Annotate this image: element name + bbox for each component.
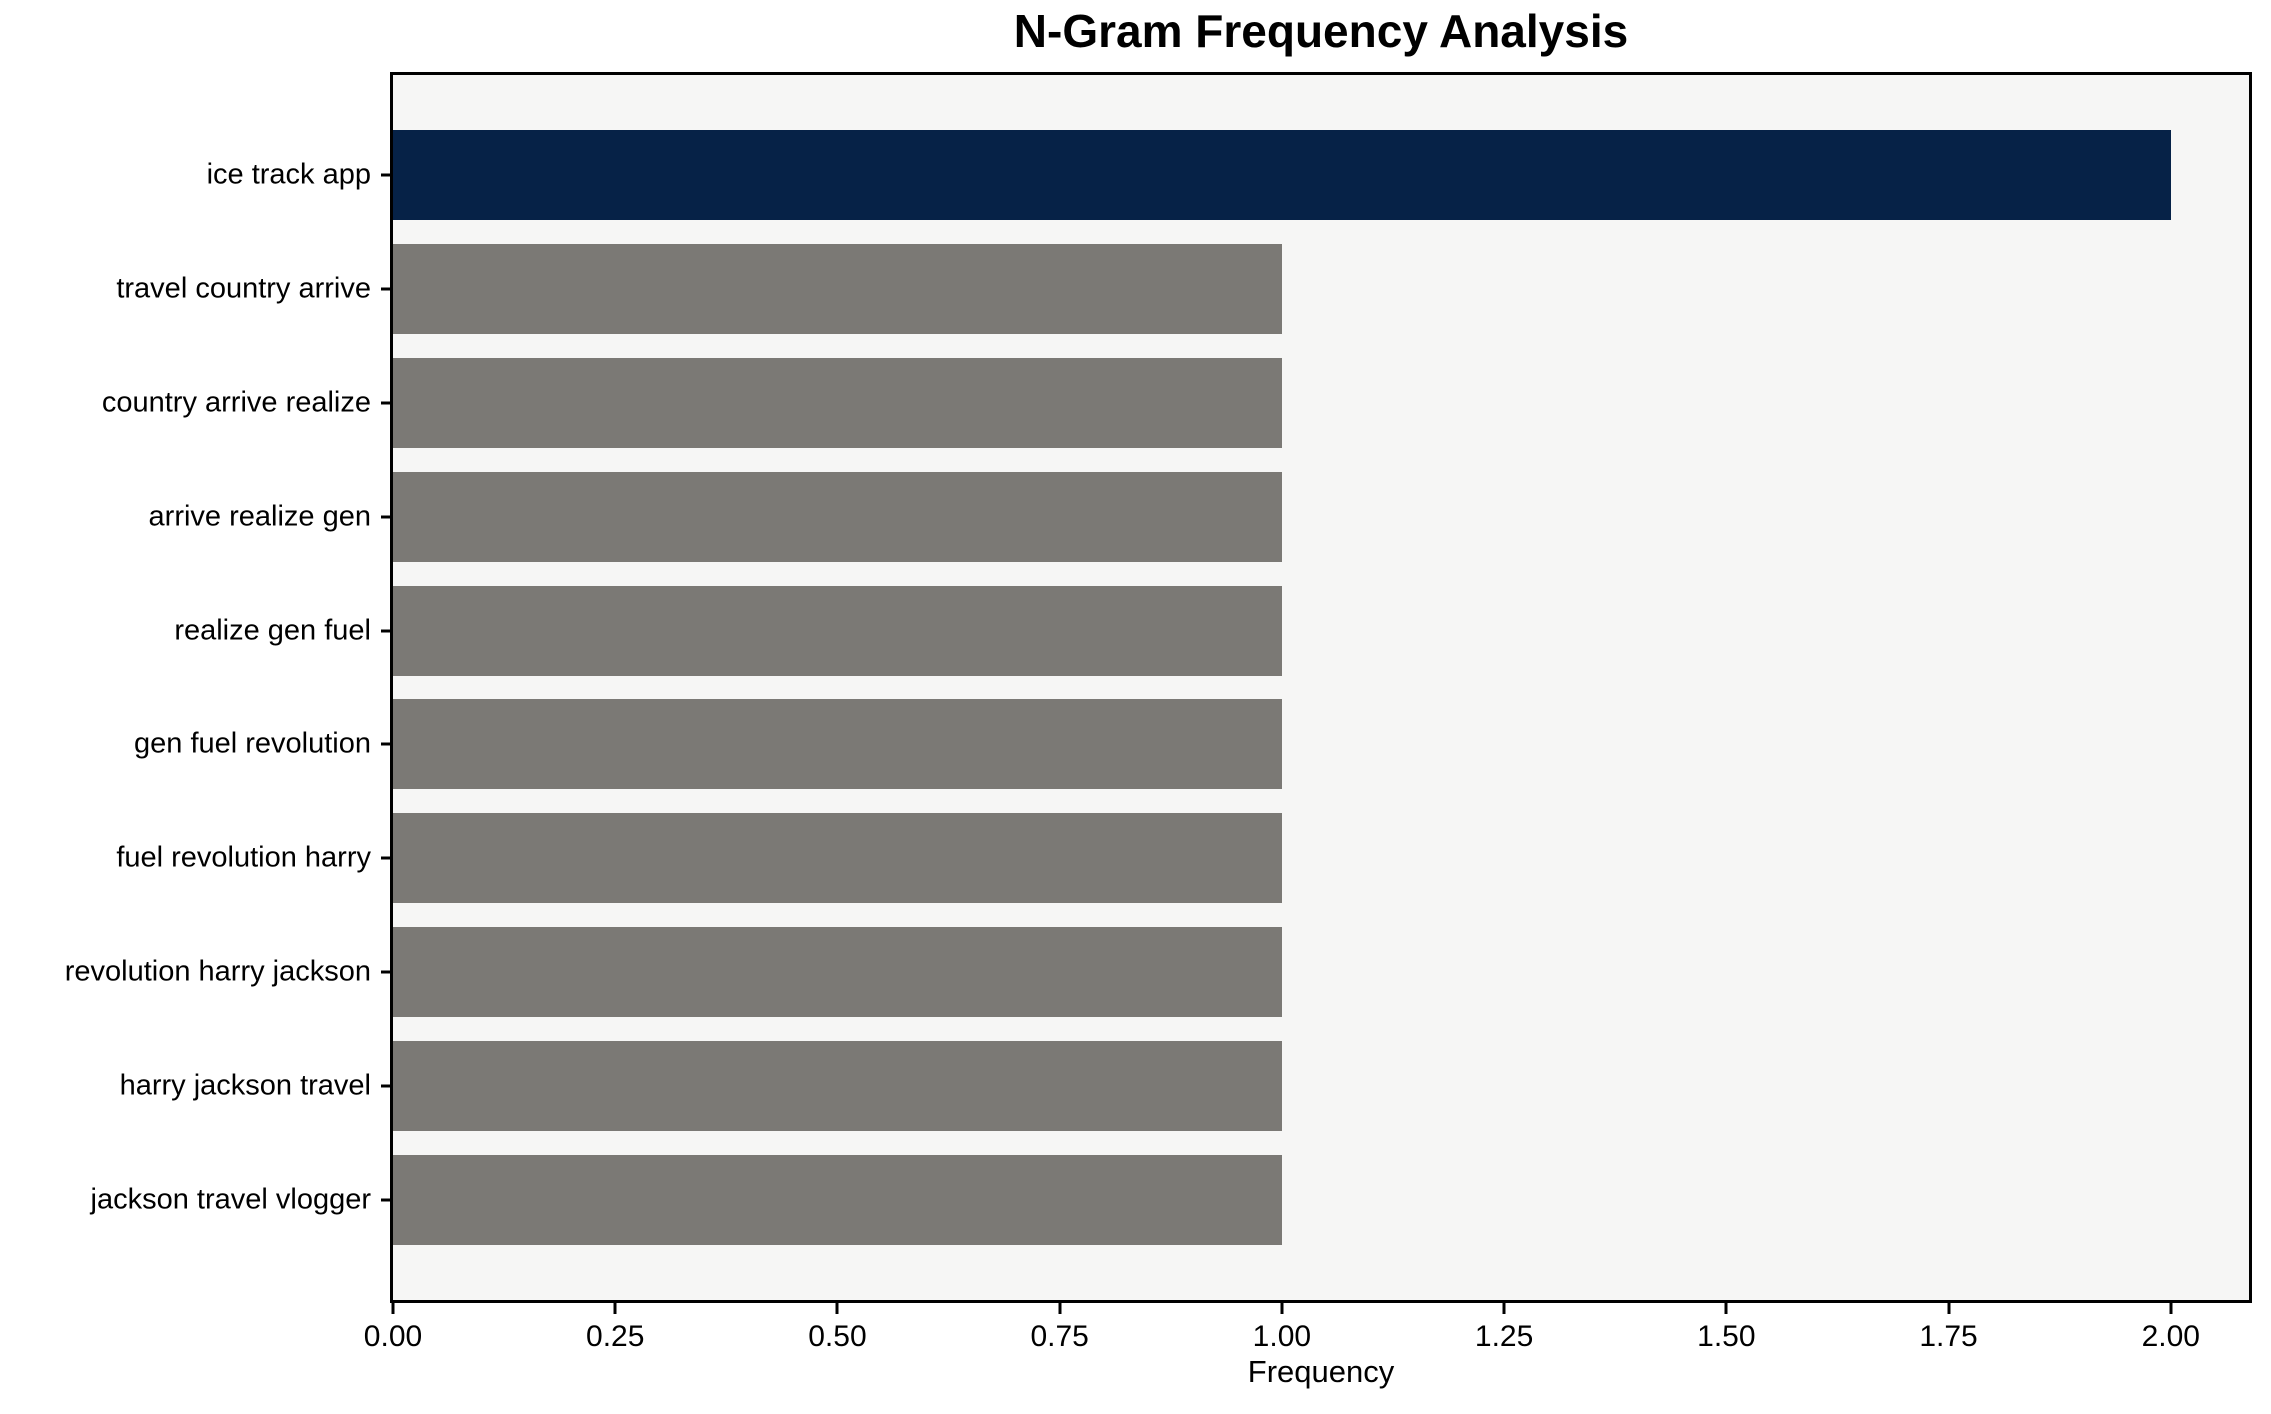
x-tick-mark	[2169, 1300, 2173, 1314]
y-tick-label: harry jackson travel	[119, 1069, 371, 1102]
bar-row: gen fuel revolution	[134, 699, 2249, 790]
x-tick-label: 0.50	[808, 1320, 867, 1353]
y-tick-label: arrive realize gen	[148, 500, 371, 533]
y-tick-mark	[381, 515, 393, 519]
bar	[393, 130, 2171, 220]
y-tick-label: travel country arrive	[116, 272, 371, 305]
x-tick-label: 1.50	[1697, 1320, 1756, 1353]
bar-row: country arrive realize	[102, 357, 2249, 448]
bar	[393, 1041, 1282, 1131]
bar-row: jackson travel vlogger	[91, 1154, 2249, 1245]
y-tick-mark	[381, 856, 393, 860]
chart-title: N-Gram Frequency Analysis	[1013, 5, 1629, 57]
y-tick-mark	[381, 1198, 393, 1202]
bar	[393, 1154, 1282, 1245]
bar-row: realize gen fuel	[174, 585, 2249, 676]
bar	[393, 699, 1282, 790]
bars-layer: ice track app travel country arrive countr…	[65, 75, 2249, 1300]
x-axis-label: Frequency	[1247, 1354, 1395, 1389]
x-tick-label: 2.00	[2141, 1320, 2200, 1353]
y-tick-mark	[381, 970, 393, 974]
x-tick-mark	[1280, 1300, 1284, 1314]
x-tick-label: 0.00	[363, 1320, 423, 1353]
y-tick-mark	[381, 401, 393, 405]
y-tick-label: jackson travel vlogger	[90, 1183, 371, 1216]
bar-row: ice track app	[207, 130, 2249, 220]
x-tick-label: 0.75	[1030, 1320, 1089, 1353]
y-tick-label: revolution harry jackson	[64, 955, 371, 988]
x-tick-mark	[1058, 1300, 1062, 1314]
x-tick-mark	[613, 1300, 617, 1314]
bar-row: arrive realize gen	[149, 471, 2249, 562]
bar	[393, 813, 1282, 904]
y-tick-label: country arrive realize	[101, 386, 371, 419]
x-tick-mark	[1724, 1300, 1728, 1314]
y-tick-mark	[381, 629, 393, 632]
x-tick-mark	[1947, 1300, 1951, 1314]
y-tick-mark	[381, 287, 393, 291]
bar	[393, 357, 1282, 448]
x-tick-mark	[1502, 1300, 1506, 1314]
bar-row: fuel revolution harry	[116, 813, 2249, 904]
bar	[393, 243, 1282, 334]
x-tick-mark	[391, 1300, 395, 1314]
y-tick-label: fuel revolution harry	[116, 841, 371, 874]
x-tick-label: 1.75	[1919, 1320, 1978, 1353]
bar-row: travel country arrive	[116, 243, 2249, 334]
y-tick-mark	[381, 742, 393, 746]
y-tick-label: ice track app	[206, 158, 371, 191]
y-tick-mark	[381, 173, 393, 177]
bar	[393, 471, 1282, 562]
bar	[393, 927, 1282, 1018]
y-tick-label: gen fuel revolution	[134, 727, 371, 760]
x-tick-label: 0.25	[586, 1320, 645, 1353]
x-tick-mark	[835, 1300, 839, 1314]
bar-row: revolution harry jackson	[65, 927, 2249, 1018]
plot-area: ice track app travel country arrive countr…	[65, 72, 2252, 1352]
bar	[393, 585, 1282, 676]
x-tick-label: 1.25	[1474, 1320, 1534, 1353]
y-tick-mark	[381, 1084, 393, 1088]
x-tick-label: 1.00	[1252, 1320, 1312, 1353]
y-tick-label: realize gen fuel	[174, 614, 371, 646]
bar-row: harry jackson travel	[120, 1041, 2249, 1131]
